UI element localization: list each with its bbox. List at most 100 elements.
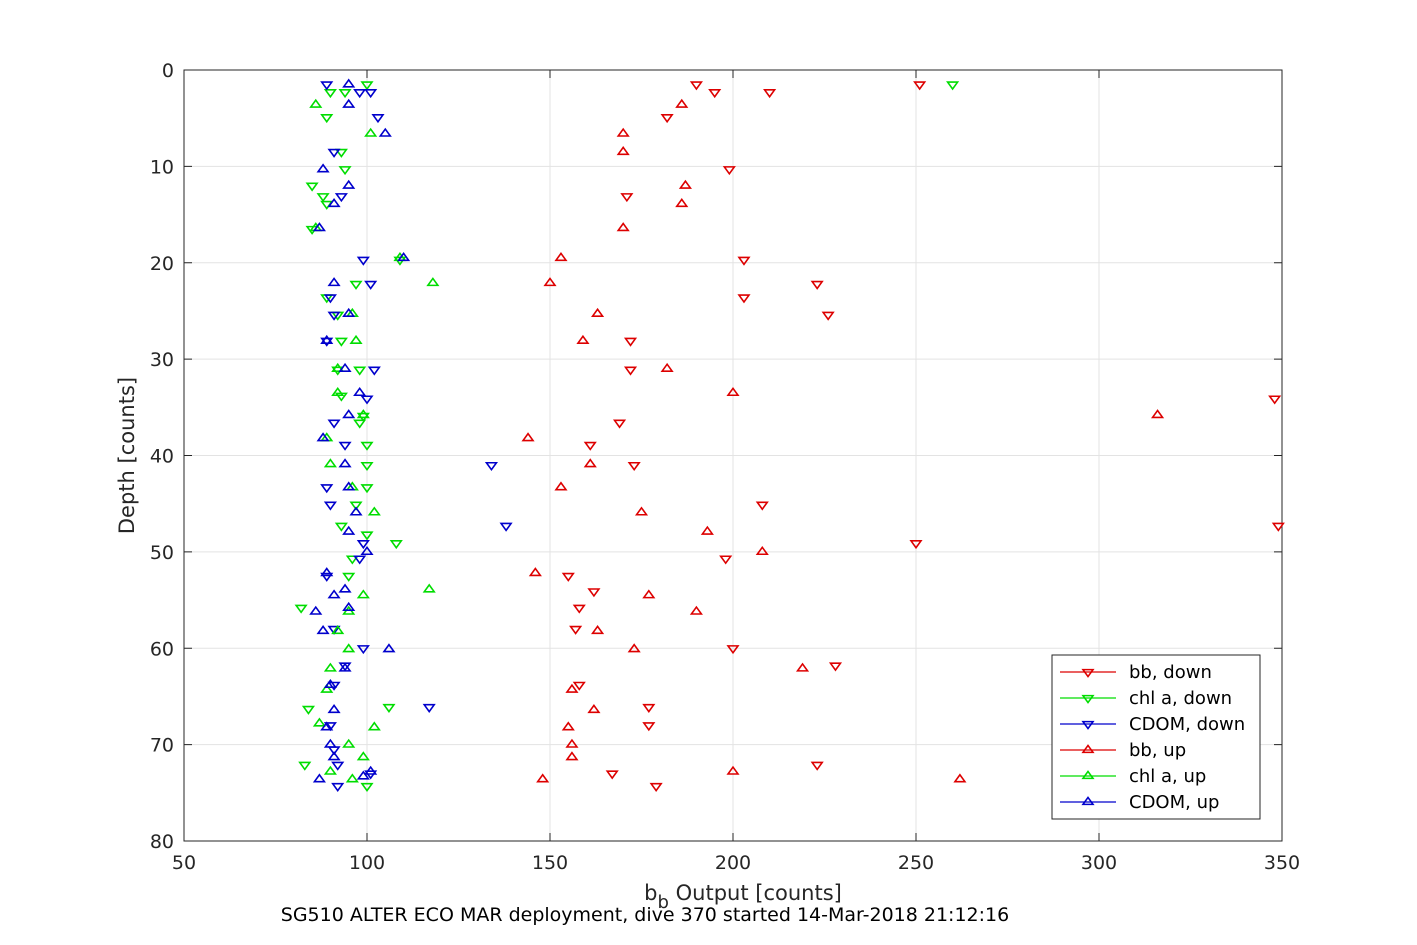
- data-point: [708, 88, 722, 99]
- data-point: [331, 782, 345, 792]
- data-point: [360, 531, 374, 541]
- data-point: [320, 337, 334, 347]
- data-point: [327, 704, 341, 714]
- data-point: [1271, 522, 1285, 532]
- data-point: [572, 681, 586, 691]
- data-point: [327, 198, 341, 208]
- data-point: [327, 419, 341, 429]
- data-point: [397, 252, 411, 262]
- data-point: [675, 198, 689, 208]
- data-point: [422, 583, 436, 593]
- data-point: [946, 81, 960, 91]
- legend-marker: [1081, 744, 1095, 754]
- y-tick-label: 10: [150, 156, 174, 178]
- data-point: [320, 484, 334, 494]
- legend-marker: [1081, 720, 1095, 730]
- data-point: [364, 765, 378, 775]
- data-point: [312, 773, 326, 783]
- data-point: [342, 179, 356, 189]
- legend-label: chl a, up: [1129, 766, 1206, 787]
- data-point: [700, 525, 714, 535]
- data-point: [320, 81, 334, 91]
- x-axis-label-subscript: b: [658, 892, 669, 913]
- data-point: [364, 280, 378, 290]
- data-point: [821, 311, 835, 321]
- legend-entry: chl a, down: [1060, 688, 1232, 709]
- data-point: [616, 127, 630, 137]
- data-point: [565, 751, 579, 761]
- data-point: [353, 555, 367, 565]
- data-point: [642, 589, 656, 599]
- data-point: [342, 738, 356, 748]
- data-point: [323, 294, 337, 304]
- data-point: [1150, 409, 1165, 419]
- data-point: [334, 337, 348, 347]
- y-tick-label: 40: [150, 446, 174, 468]
- data-point: [323, 765, 337, 775]
- data-point: [689, 605, 703, 615]
- data-point: [649, 782, 663, 792]
- data-point: [642, 722, 656, 732]
- data-point: [334, 148, 348, 158]
- data-point: [565, 738, 579, 748]
- legend: bb, down chl a, down CDOM, down bb, up chl a…: [1051, 654, 1261, 820]
- data-point: [364, 127, 378, 137]
- x-axis-label: bb Output [counts]: [644, 881, 842, 913]
- data-point: [327, 681, 341, 691]
- data-point: [331, 761, 345, 771]
- x-tick-label: 50: [172, 852, 196, 874]
- data-point: [543, 277, 557, 287]
- data-point: [528, 567, 542, 577]
- data-point: [587, 588, 601, 598]
- x-axis-label-rest: Output [counts]: [669, 881, 842, 905]
- data-point: [360, 545, 374, 556]
- data-point: [349, 334, 363, 344]
- data-point: [909, 540, 923, 550]
- data-point: [320, 683, 334, 693]
- data-point: [323, 738, 337, 748]
- data-point: [576, 334, 590, 344]
- data-point: [726, 645, 740, 655]
- data-point: [342, 78, 356, 88]
- data-point: [301, 705, 316, 715]
- data-point: [810, 761, 824, 771]
- data-point: [616, 222, 630, 232]
- x-tick-label: 300: [1081, 852, 1117, 874]
- data-point: [320, 114, 334, 124]
- x-tick-label: 250: [898, 852, 934, 874]
- data-point: [356, 770, 370, 780]
- data-point: [378, 127, 392, 137]
- data-point: [334, 193, 348, 203]
- legend-entry: CDOM, up: [1060, 792, 1219, 813]
- data-point: [338, 458, 352, 468]
- data-point: [554, 252, 568, 262]
- data-point: [521, 432, 535, 442]
- data-point: [334, 522, 348, 532]
- data-point: [627, 461, 641, 472]
- x-tick-label: 150: [532, 852, 568, 874]
- data-point: [360, 441, 374, 451]
- data-point: [675, 98, 689, 108]
- data-point: [554, 481, 568, 491]
- y-tick-label: 50: [150, 542, 174, 564]
- data-point: [572, 604, 586, 614]
- data-point: [360, 782, 374, 792]
- data-point: [349, 506, 363, 516]
- data-point: [356, 589, 370, 599]
- data-point: [382, 643, 396, 653]
- data-point: [342, 643, 356, 653]
- data-point: [327, 277, 341, 287]
- data-point: [342, 481, 356, 491]
- data-point: [612, 419, 627, 429]
- data-point: [642, 703, 656, 713]
- y-tick-label: 70: [150, 735, 174, 757]
- data-point: [323, 501, 337, 511]
- data-point: [382, 703, 396, 713]
- y-tick-label: 60: [150, 638, 174, 660]
- data-point: [367, 366, 381, 376]
- data-point: [342, 98, 356, 108]
- data-point: [360, 395, 374, 405]
- data-point: [312, 222, 326, 232]
- data-point: [316, 193, 330, 203]
- data-point: [678, 179, 692, 189]
